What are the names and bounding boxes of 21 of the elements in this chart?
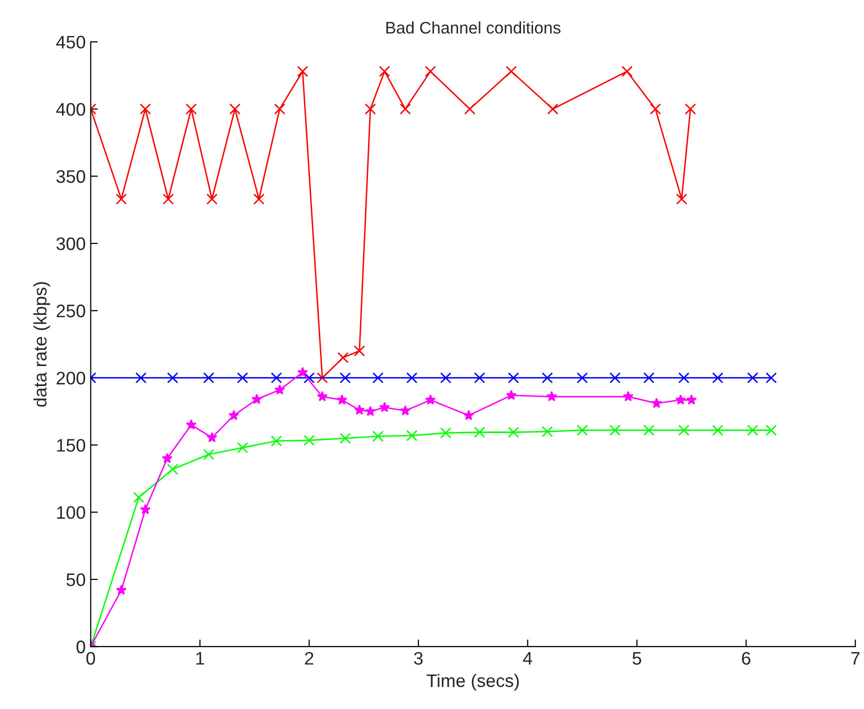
x-tick-label: 2 (305, 652, 314, 665)
y-tick-label: 450 (56, 36, 86, 49)
y-tick-label: 350 (56, 170, 86, 183)
y-tick-label: 300 (56, 237, 86, 250)
x-tick-label: 4 (523, 652, 532, 665)
y-tick-label: 50 (66, 573, 86, 586)
x-tick-label: 6 (742, 652, 750, 665)
x-tick-label: 0 (86, 652, 96, 665)
x-tick-label: 7 (851, 652, 860, 665)
chart-title: Bad Channel conditions (386, 21, 560, 34)
y-tick-label: 250 (56, 304, 86, 318)
y-tick-label: 400 (56, 102, 86, 116)
x-tick-label: 1 (196, 652, 204, 665)
y-axis-title: data rate (kbps) (33, 282, 50, 407)
y-tick-label: 200 (56, 372, 86, 385)
x-tick-label: 3 (414, 652, 423, 665)
x-tick-label: 5 (632, 652, 642, 665)
y-tick-label: 0 (76, 640, 86, 654)
y-tick-label: 150 (57, 438, 86, 452)
y-tick-label: 100 (57, 506, 86, 519)
x-axis-title: Time (secs) (426, 674, 519, 691)
